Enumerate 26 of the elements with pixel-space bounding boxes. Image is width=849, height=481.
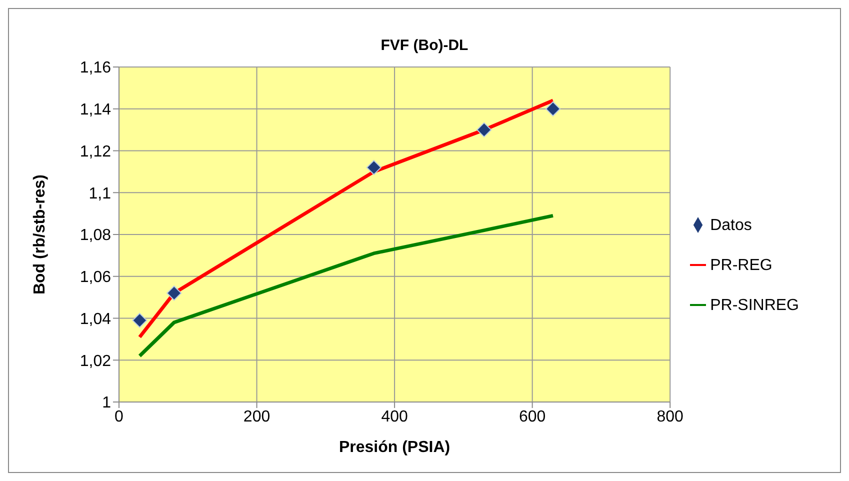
point <box>132 312 148 328</box>
y-axis-title: Bod (rb/stb-res) <box>32 174 49 294</box>
y-tick-label: 1,02 <box>80 352 112 370</box>
line-series <box>138 214 555 358</box>
y-tick-label: 1 <box>102 394 112 412</box>
y-tick-label: 1,06 <box>80 269 112 286</box>
y-tick-label: 1,12 <box>80 143 112 160</box>
legend-label: PR-REG <box>710 256 772 274</box>
x-tick-label: 200 <box>243 408 270 426</box>
y-tick-label: 1,08 <box>80 227 112 244</box>
y-tick-label: 1,14 <box>80 102 112 119</box>
point <box>366 160 382 175</box>
y-tick-label: 1,16 <box>80 60 112 77</box>
y-tick-label: 1,1 <box>88 185 112 202</box>
y-tick-label: 1,04 <box>80 310 112 328</box>
x-tick-label: 0 <box>114 408 124 426</box>
x-tick-label: 400 <box>381 408 408 426</box>
point <box>476 122 492 138</box>
point <box>166 286 182 301</box>
x-tick-label: 800 <box>656 408 684 426</box>
legend-label: PR-SINREG <box>710 296 799 314</box>
chart-title: FVF (Bo)-DL <box>380 36 470 56</box>
x-axis-title: Presión (PSIA) <box>338 439 450 456</box>
legend-label: Datos <box>710 216 752 234</box>
point <box>545 101 560 116</box>
x-tick-label: 600 <box>518 408 546 426</box>
